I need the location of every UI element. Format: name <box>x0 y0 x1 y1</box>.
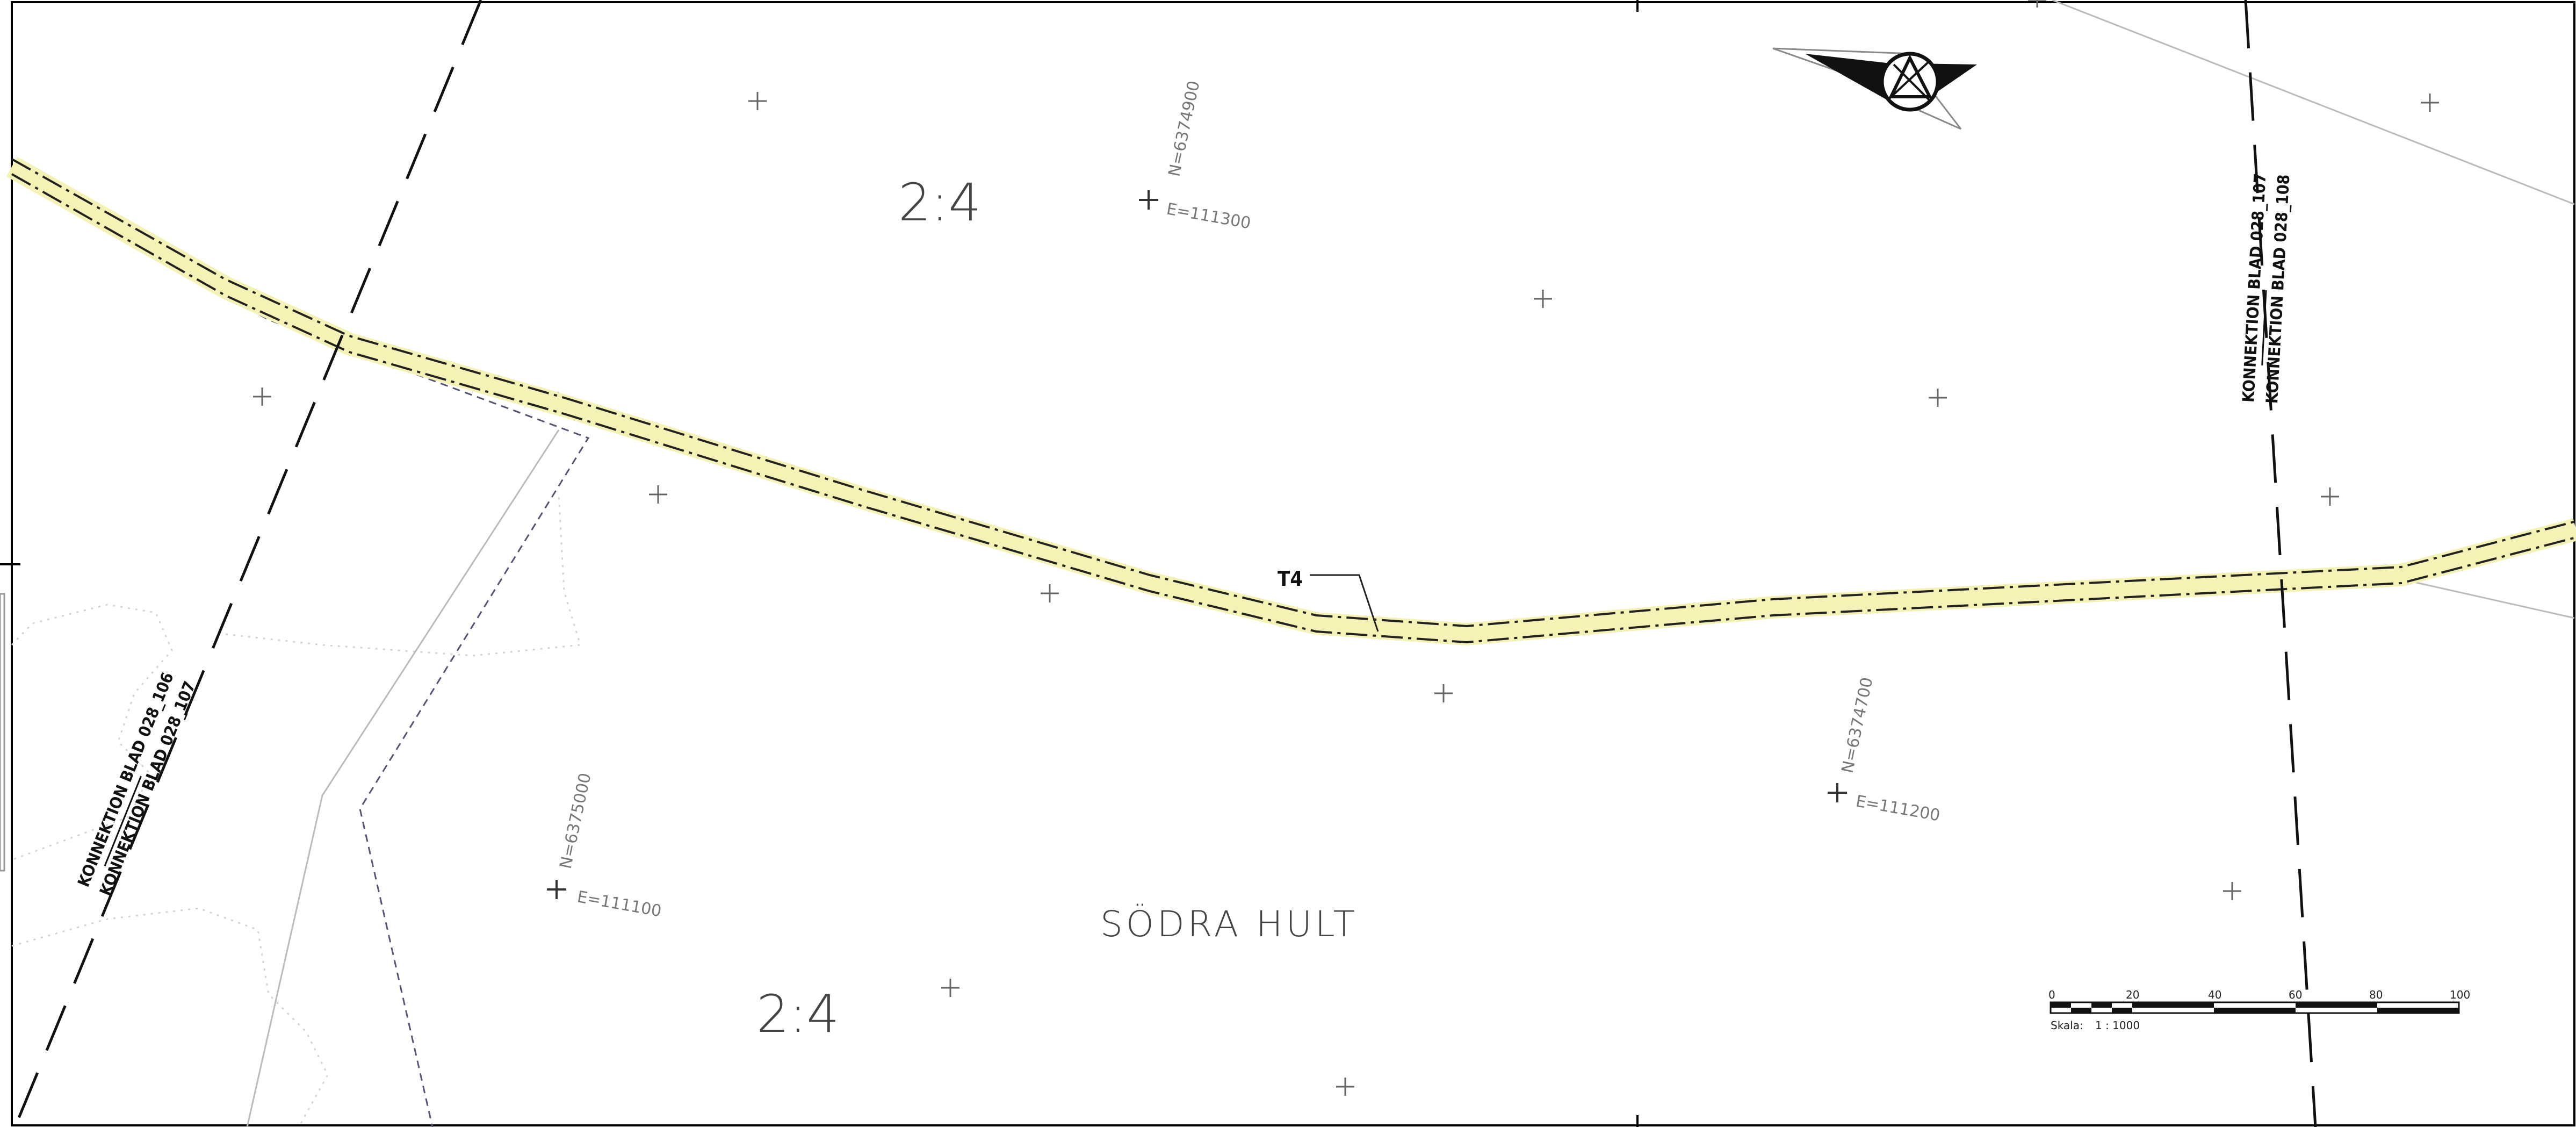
terrain-outlines <box>11 300 581 1124</box>
connection-label-west: KONNEKTION BLAD 028_106 KONNEKTION BLAD … <box>74 670 199 899</box>
route-edge-upper <box>11 158 2576 628</box>
connection-label-east: KONNEKTION BLAD 028_107 KONNEKTION BLAD … <box>2239 173 2293 404</box>
coord-e-3: E=111100 <box>576 887 663 921</box>
scale-tick-20: 20 <box>2126 988 2139 1001</box>
coord-e-1: E=111300 <box>1165 199 1252 233</box>
north-arrow-icon <box>1772 47 1977 130</box>
parcel-label-north: 2:4 <box>898 173 982 233</box>
scale-tick-40: 40 <box>2208 988 2221 1001</box>
scale-label: Skala: <box>2051 1019 2083 1032</box>
scale-tick-60: 60 <box>2289 988 2302 1001</box>
scale-bar: 0 20 40 60 80 100 Skala: 1 : 1000 <box>2048 988 2470 1032</box>
scale-bar-ticks: 0 20 40 60 80 100 <box>2048 988 2470 1001</box>
place-name: SÖDRA HULT <box>1100 903 1358 945</box>
coord-n-2: N=6374700 <box>1838 676 1877 775</box>
route-label-leader <box>1310 574 1379 632</box>
background-lines <box>246 0 2575 1127</box>
scale-tick-100: 100 <box>2450 988 2470 1001</box>
scale-tick-80: 80 <box>2369 988 2383 1001</box>
connection-east-divider <box>2261 290 2267 366</box>
coord-e-2: E=111200 <box>1855 792 1942 825</box>
grid-crosses <box>253 0 2439 1096</box>
connection-line-east <box>2244 0 2317 1127</box>
connection-line-west <box>13 0 482 1127</box>
scale-ratio: 1 : 1000 <box>2095 1019 2140 1032</box>
route-corridor <box>6 156 2576 645</box>
frame-margin-strip <box>0 593 5 872</box>
coordinate-crosses <box>547 190 1847 899</box>
coord-n-3: N=6375000 <box>557 771 595 871</box>
parcel-label-south: 2:4 <box>756 984 840 1044</box>
coord-n-1: N=6374900 <box>1165 79 1204 178</box>
sheet-frame <box>11 1 2575 1126</box>
route-edge-lower <box>11 173 2576 644</box>
scale-tick-0: 0 <box>2048 988 2055 1001</box>
connection-west-divider <box>104 776 142 866</box>
route-label: T4 <box>1278 567 1303 591</box>
